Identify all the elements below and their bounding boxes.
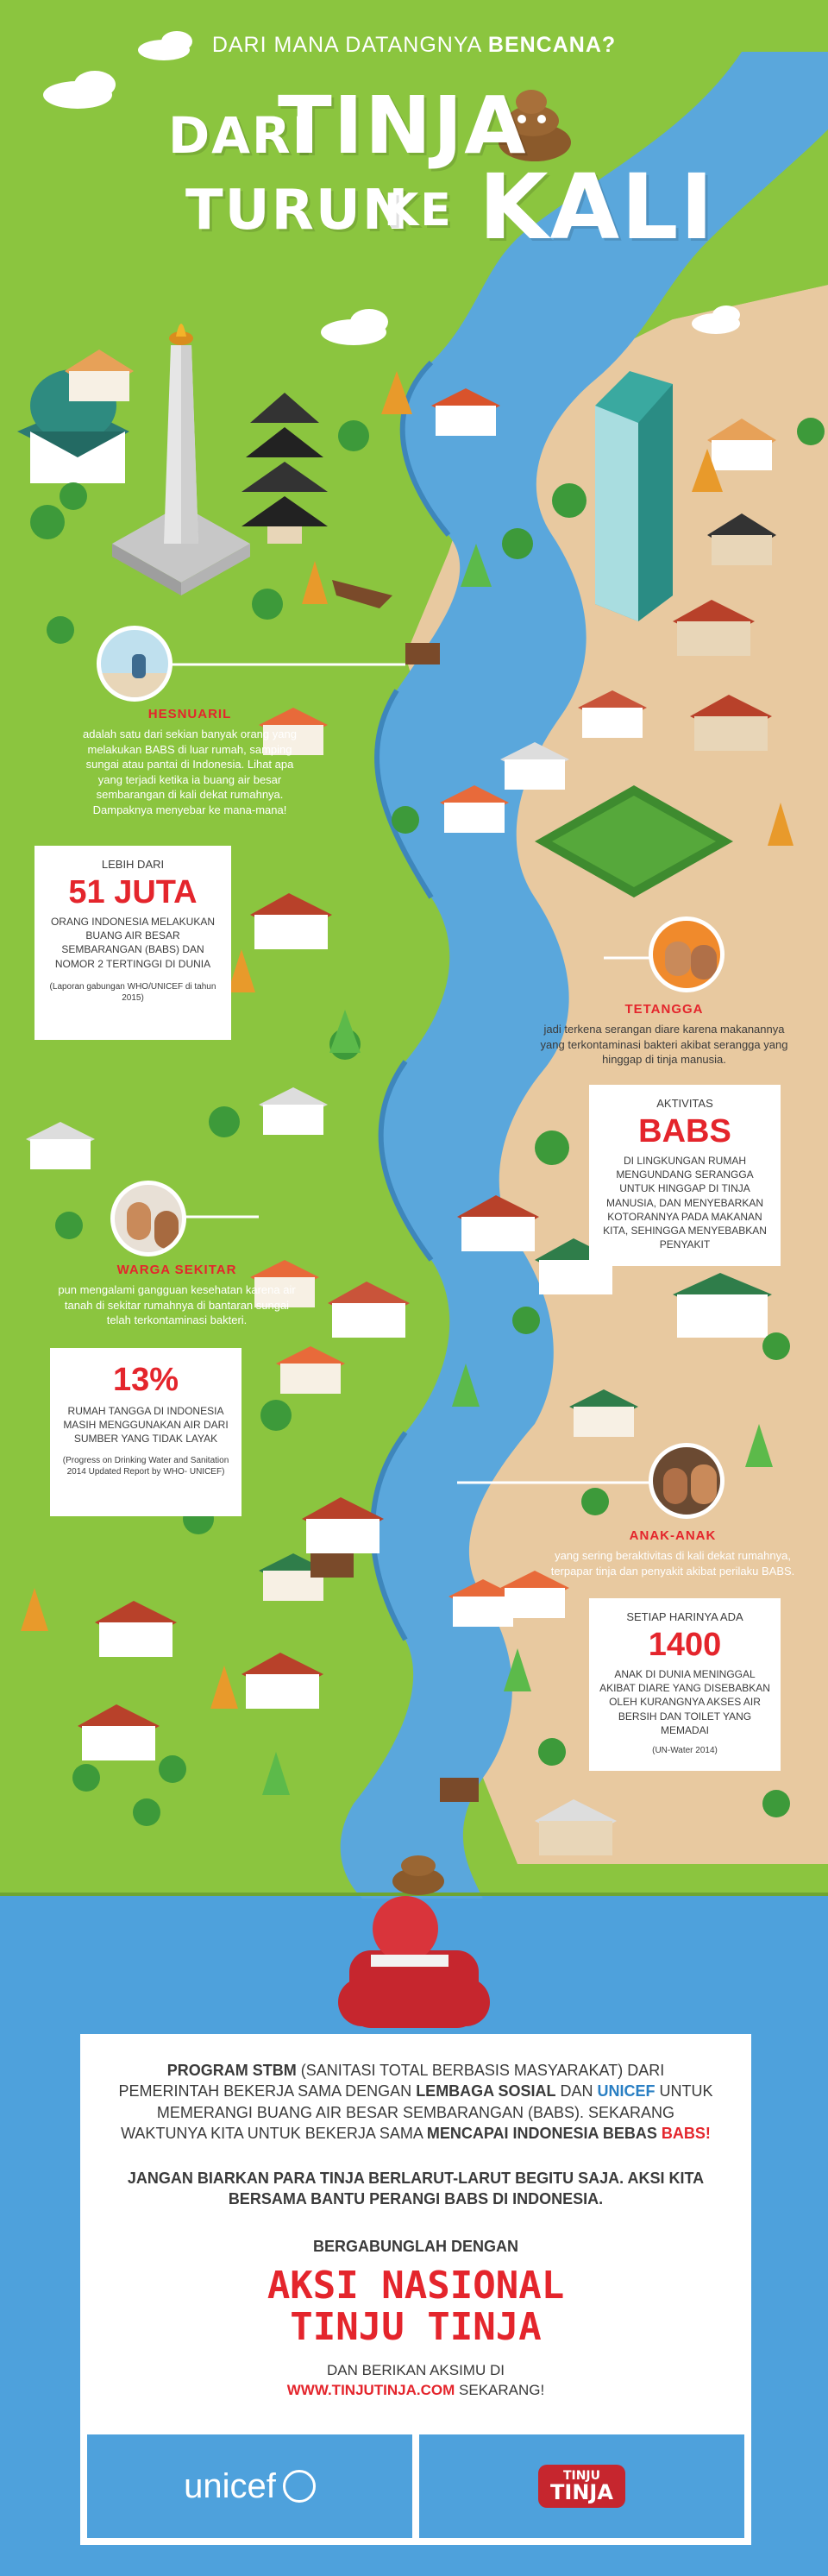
stat-card-13-persen: 13% RUMAH TANGGA DI INDONESIA MASIH MENG… <box>50 1348 242 1516</box>
program-partner: LEMBAGA SOSIAL <box>416 2082 556 2100</box>
campaign-name-line-2: TINJU TINJA <box>290 2305 542 2350</box>
unicef-logo: unicef <box>87 2434 412 2538</box>
stat-card-babs: AKTIVITAS BABS DI LINGKUNGAN RUMAH MENGU… <box>589 1085 781 1266</box>
join-label: BERGABUNGLAH DENGAN <box>313 2237 518 2255</box>
card-babs-big: BABS <box>638 1113 731 1149</box>
cta-label: DAN BERIKAN AKSIMU DI <box>327 2361 505 2378</box>
program-goal: MENCAPAI INDONESIA BEBAS <box>426 2124 662 2142</box>
note-warga-text: pun mengalami gangguan kesehatan karena … <box>58 1283 296 1327</box>
title-turun: TURUN <box>185 179 411 242</box>
partner-logos: unicef TINJU TINJA <box>80 2434 751 2545</box>
stat-card-51-juta: LEBIH DARI 51 JUTA ORANG INDONESIA MELAK… <box>34 846 231 1040</box>
poop-river-icon <box>392 1855 444 1895</box>
card-babs-body: DI LINGKUNGAN RUMAH MENGUNDANG SERANGGA … <box>603 1155 767 1251</box>
card-anak-body: ANAK DI DUNIA MENINGGAL AKIBAT DIARE YAN… <box>599 1668 770 1736</box>
card-persen-body: RUMAH TANGGA DI INDONESIA MASIH MENGGUNA… <box>63 1405 229 1445</box>
poop-icon <box>499 90 571 161</box>
note-warga-name: WARGA SEKITAR <box>116 1263 237 1277</box>
program-text-2: DAN <box>555 2082 598 2100</box>
tinju-tinja-logo: TINJU TINJA <box>419 2434 744 2538</box>
cloud-icon <box>43 31 740 345</box>
note-hesnuaril-name: HESNUARIL <box>147 707 232 721</box>
note-anak-anak: ANAK-ANAK yang sering beraktivitas di ka… <box>543 1527 802 1578</box>
card-persen-big: 13% <box>112 1362 179 1398</box>
title-tinja: TINJA <box>278 79 528 172</box>
cta-suffix: SEKARANG! <box>455 2381 545 2398</box>
program-text-3: UNTUK MEMERANGI BUANG AIR BESAR SEMBARAN… <box>121 2082 713 2142</box>
website-link[interactable]: WWW.TINJUTINJA.COM <box>286 2381 455 2398</box>
unicef-wordmark: unicef <box>184 2466 276 2505</box>
call-paragraph: JANGAN BIARKAN PARA TINJA BERLARUT-LARUT… <box>127 2170 705 2208</box>
avatar-hesnuaril <box>97 626 172 702</box>
kicker-prefix: DARI MANA DATANGNYA <box>211 33 481 57</box>
title-ke: KE <box>384 185 453 236</box>
title-kali: KALI <box>479 154 716 260</box>
unicef-globe-icon <box>282 2470 316 2503</box>
boxing-glove-icon <box>338 1896 490 2028</box>
card-persen-source: (Progress on Drinking Water and Sanitati… <box>62 1455 229 1477</box>
dock <box>405 643 440 664</box>
note-hesnuaril-text: adalah satu dari sekian banyak orang yan… <box>83 727 297 816</box>
page-kicker: DARI MANA DATANGNYA BENCANA? <box>0 33 828 58</box>
houses <box>26 350 776 1855</box>
monument-icon <box>112 324 250 595</box>
program-paragraph: PROGRAM STBM (SANITASI TOTAL BERBASIS MA… <box>116 2060 715 2144</box>
card-juta-source: (Laporan gabungan WHO/UNICEF di tahun 20… <box>49 981 216 1003</box>
avatar-warga-sekitar <box>110 1181 186 1257</box>
river <box>340 52 828 1899</box>
card-juta-body: ORANG INDONESIA MELAKUKAN BUANG AIR BESA… <box>50 916 216 970</box>
program-name: PROGRAM STBM <box>166 2062 297 2079</box>
note-warga-sekitar: WARGA SEKITAR pun mengalami gangguan kes… <box>52 1262 302 1328</box>
skyscraper-icon <box>595 371 673 621</box>
kicker-bold: BENCANA? <box>487 33 617 57</box>
note-anak-name: ANAK-ANAK <box>629 1528 717 1543</box>
card-anak-top: SETIAP HARINYA ADA <box>626 1610 743 1623</box>
pagoda-icon <box>242 393 328 544</box>
avatar-anak-anak <box>649 1443 724 1519</box>
tinju-logo-line-1: TINJU <box>562 2469 601 2483</box>
card-juta-big: 51 JUTA <box>68 874 198 910</box>
program-unicef: UNICEF <box>597 2082 656 2100</box>
note-hesnuaril: HESNUARIL adalah satu dari sekian banyak… <box>78 706 302 818</box>
program-goal-babs: BABS! <box>661 2124 711 2142</box>
stat-card-1400: SETIAP HARINYA ADA 1400 ANAK DI DUNIA ME… <box>589 1598 781 1771</box>
trees <box>21 371 825 1826</box>
card-anak-big: 1400 <box>648 1627 722 1663</box>
tinju-logo-line-2: TINJA <box>550 2480 613 2504</box>
note-tetangga: TETANGGA jadi terkena serangan diare kar… <box>535 1001 794 1068</box>
card-juta-top: LEBIH DARI <box>101 858 165 871</box>
program-text-1: (SANITASI TOTAL BERBASIS MASYARAKAT) DAR… <box>118 2062 665 2100</box>
note-tetangga-name: TETANGGA <box>624 1002 704 1017</box>
campaign-name-line-1: AKSI NASIONAL <box>267 2264 565 2308</box>
note-tetangga-text: jadi terkena serangan diare karena makan… <box>540 1023 788 1067</box>
title-dari: DARI <box>168 106 313 165</box>
avatar-tetangga <box>649 916 724 992</box>
card-babs-top: AKTIVITAS <box>656 1097 713 1110</box>
cta-line: WWW.TINJUTINJA.COM SEKARANG! <box>80 2381 751 2401</box>
boat-icon <box>332 580 392 608</box>
card-anak-source: (UN-Water 2014) <box>652 1745 718 1755</box>
campaign-info-box: PROGRAM STBM (SANITASI TOTAL BERBASIS MA… <box>80 2034 751 2434</box>
note-anak-text: yang sering beraktivitas di kali dekat r… <box>550 1549 795 1578</box>
